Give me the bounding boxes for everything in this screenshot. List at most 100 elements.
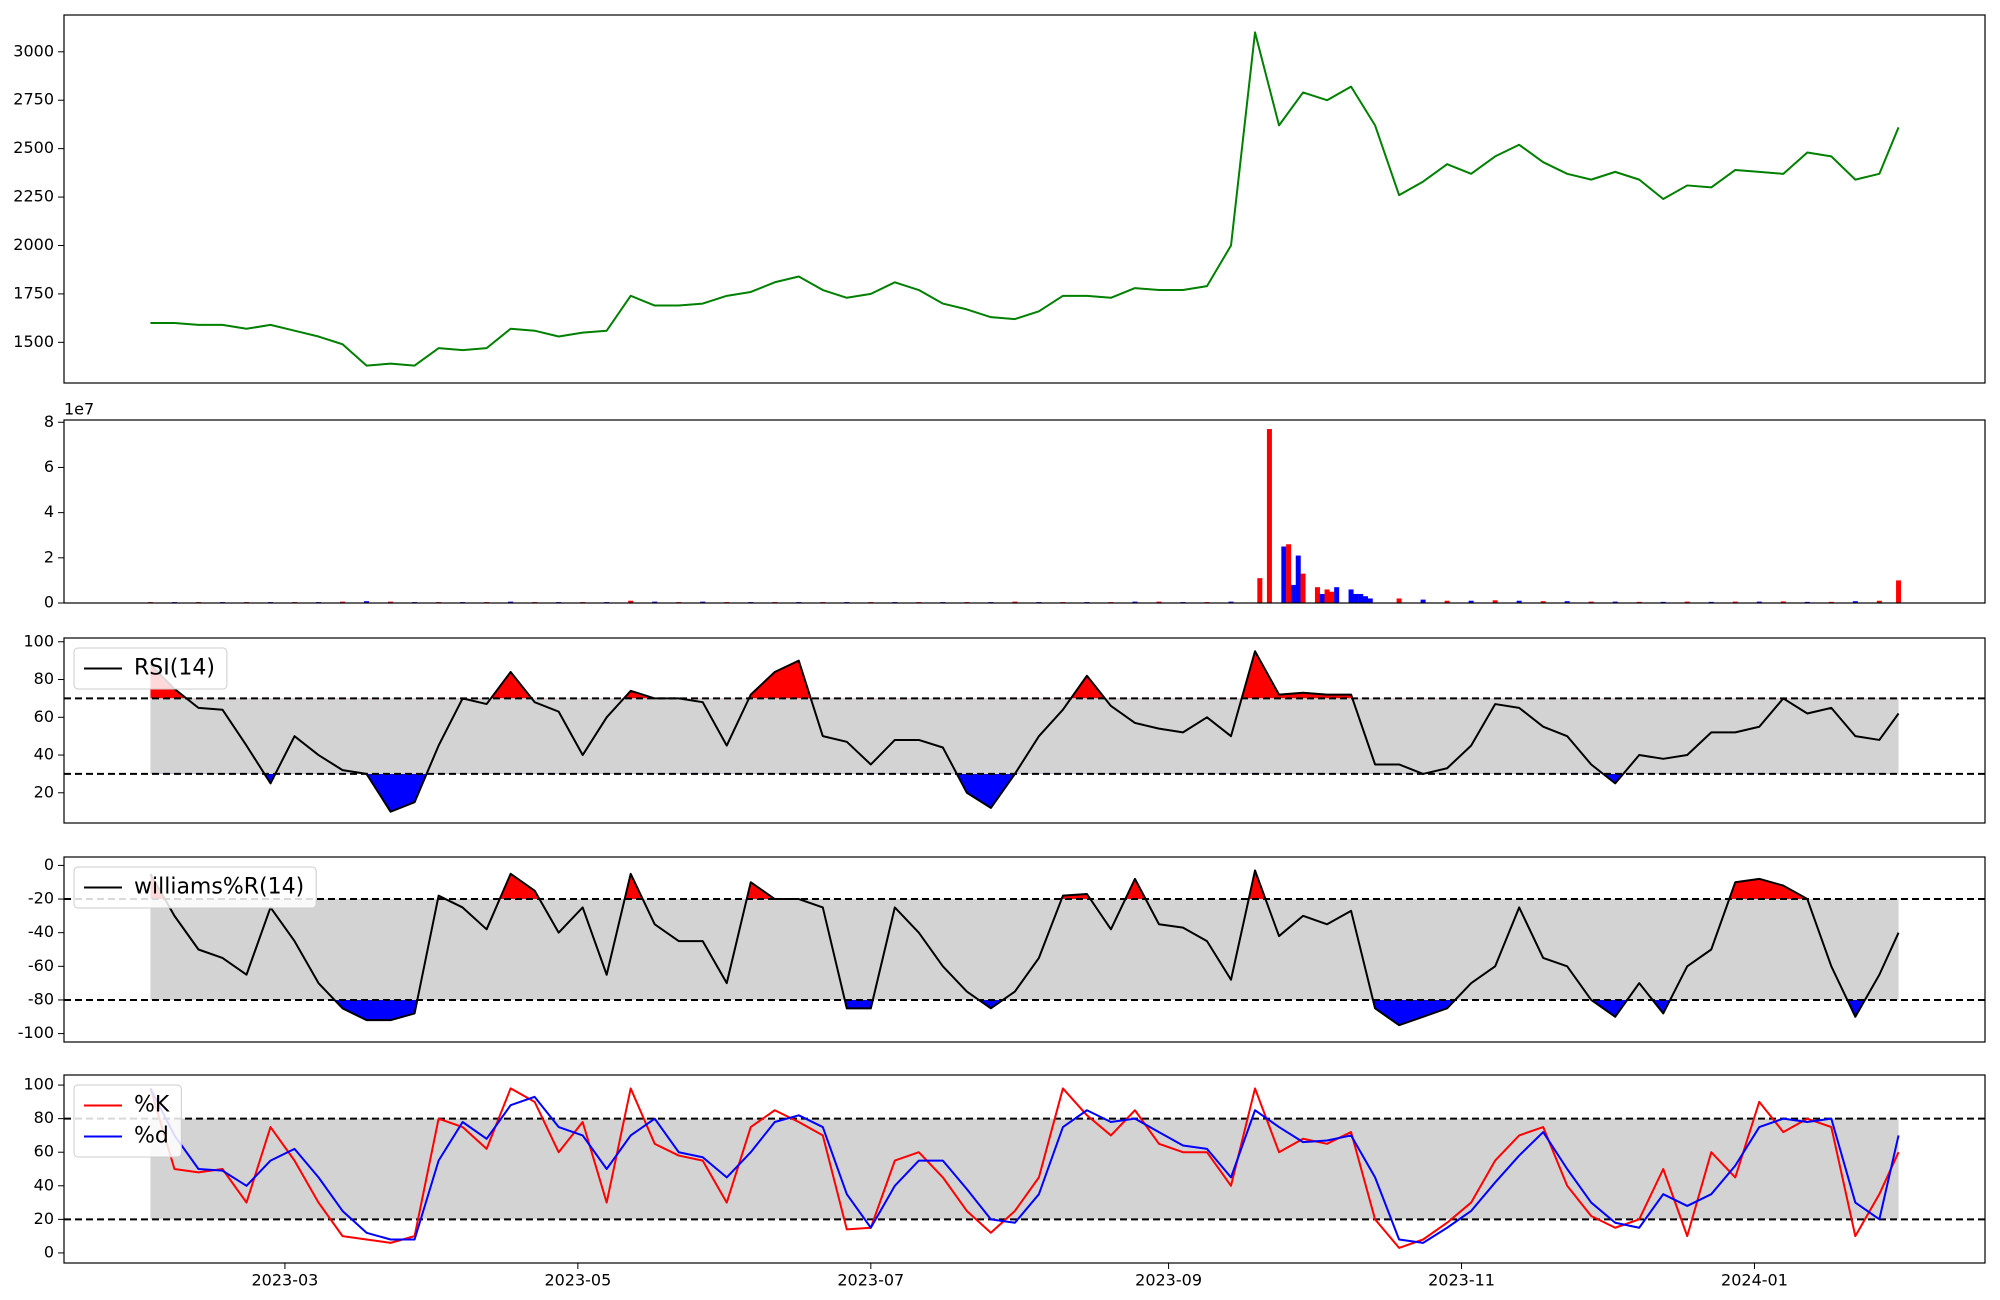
volume-bar: [1516, 600, 1522, 603]
neutral-band: [150, 698, 1899, 774]
x-tick-label: 2023-07: [837, 1271, 904, 1290]
volume-bar: [1300, 573, 1306, 603]
volume-bar: [1319, 593, 1325, 603]
y-tick-label: 100: [23, 1075, 54, 1094]
y-tick-label: 2750: [13, 90, 54, 109]
y-tick-label: -20: [28, 889, 54, 908]
plot-area: [64, 15, 1985, 383]
y-tick-label: 100: [23, 631, 54, 650]
y-tick-label: 20: [34, 1209, 54, 1228]
volume-bar: [364, 601, 370, 603]
series-line: [149, 869, 1900, 1027]
volume-bar: [1588, 601, 1594, 603]
y-tick-label: 60: [34, 707, 54, 726]
volume-bar: [1362, 596, 1368, 603]
y-tick-label: 1750: [13, 283, 54, 302]
volume-bar: [508, 601, 514, 603]
volume-bar: [1012, 601, 1018, 603]
volume-bar: [1286, 544, 1292, 603]
volume-bar: [1156, 601, 1162, 603]
legend-box: [73, 866, 317, 909]
y-tick-label: 3000: [13, 41, 54, 60]
volume-bar: [1756, 601, 1762, 603]
volume-bar: [1324, 589, 1330, 603]
volume-bar: [1876, 600, 1882, 603]
legend-label: williams%R(14): [134, 875, 304, 900]
legend-box: [73, 647, 228, 690]
axis-offset-label: 1e7: [64, 400, 94, 419]
x-tick-label: 2024-01: [1721, 1271, 1788, 1290]
y-tick-label: 40: [34, 745, 54, 764]
y-tick-label: 80: [34, 1108, 54, 1127]
volume-bar: [1896, 580, 1902, 603]
y-tick-label: 80: [34, 669, 54, 688]
neutral-band: [150, 1118, 1899, 1220]
y-tick-label: 0: [44, 593, 54, 612]
volume-bar: [1329, 591, 1335, 603]
y-tick-label: 0: [44, 855, 54, 874]
x-tick-label: 2023-11: [1428, 1271, 1495, 1290]
plot-area: [64, 420, 1985, 603]
series-line: [149, 1087, 1900, 1249]
volume-bar: [1334, 587, 1340, 603]
plot-frame: [63, 14, 1986, 384]
y-tick-label: -80: [28, 989, 54, 1008]
x-tick-label: 2023-03: [251, 1271, 318, 1290]
volume-bar: [628, 600, 634, 603]
volume-bar: [1468, 600, 1474, 603]
volume-bar: [1257, 578, 1263, 603]
volume-bar: [1281, 546, 1287, 603]
volume-bar: [652, 601, 658, 603]
volume-bar: [1780, 601, 1786, 603]
plot-frame: [63, 856, 1986, 1043]
volume-bar: [1852, 601, 1858, 603]
volume-bar: [1314, 587, 1320, 603]
y-tick-label: 0: [44, 1242, 54, 1261]
volume-bar: [1396, 598, 1402, 603]
neutral-band: [150, 899, 1899, 1000]
legend-label: RSI(14): [134, 656, 215, 681]
volume-bar: [1492, 600, 1498, 603]
plot-frame: [63, 1074, 1986, 1264]
y-tick-label: 2: [44, 547, 54, 566]
y-tick-label: 1500: [13, 332, 54, 351]
volume-bar: [1132, 601, 1138, 603]
zone-fill: [264, 773, 1624, 812]
volume-bar: [1295, 555, 1301, 603]
volume-bar: [1353, 593, 1359, 603]
volume-bar: [1367, 598, 1373, 603]
y-tick-label: 2000: [13, 235, 54, 254]
series-line: [150, 31, 1900, 367]
series-line: [149, 650, 1900, 813]
y-tick-label: -60: [28, 956, 54, 975]
y-tick-label: -100: [18, 1023, 54, 1042]
volume-bar: [1266, 429, 1272, 603]
y-tick-label: 8: [44, 412, 54, 431]
volume-bar: [1612, 601, 1618, 603]
volume-bar: [1358, 593, 1364, 603]
plot-frame: [63, 637, 1986, 824]
x-tick-label: 2023-09: [1135, 1271, 1202, 1290]
volume-bar: [1420, 599, 1426, 603]
y-tick-label: 2500: [13, 138, 54, 157]
volume-bar: [1290, 584, 1296, 603]
volume-bar: [1348, 589, 1354, 603]
legend-label: %d: [134, 1124, 169, 1149]
legend-box: [73, 1084, 182, 1158]
volume-bar: [700, 601, 706, 603]
y-tick-label: 4: [44, 502, 54, 521]
legend-label: %K: [134, 1093, 170, 1118]
y-tick-label: -40: [28, 922, 54, 941]
y-tick-label: 60: [34, 1142, 54, 1161]
volume-bar: [1684, 601, 1690, 603]
volume-bar: [340, 601, 346, 603]
series-line: [149, 1087, 1900, 1244]
x-tick-label: 2023-05: [544, 1271, 611, 1290]
volume-bar: [1540, 601, 1546, 603]
volume-bar: [1228, 601, 1234, 603]
y-tick-label: 20: [34, 782, 54, 801]
plot-frame: [63, 419, 1986, 604]
y-tick-label: 2250: [13, 187, 54, 206]
